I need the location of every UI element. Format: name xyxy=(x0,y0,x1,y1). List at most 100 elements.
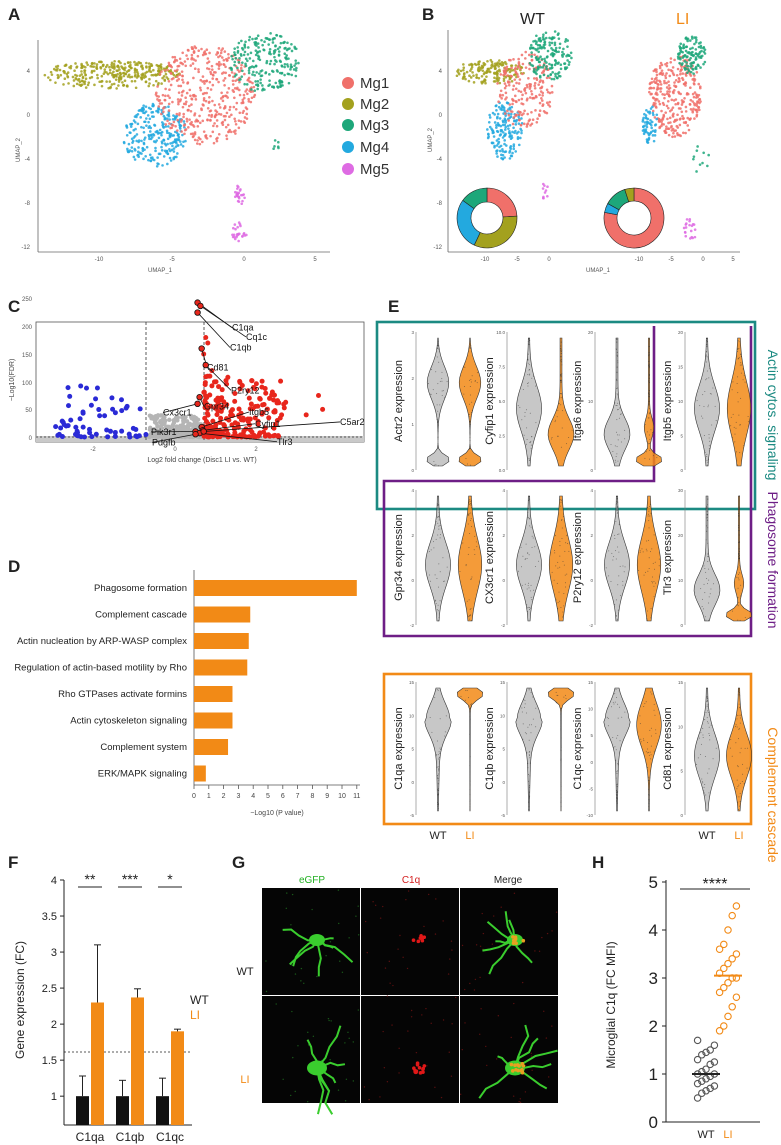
mg1-cell xyxy=(503,86,507,90)
mg1-cell xyxy=(201,140,204,144)
volcano-point-up xyxy=(203,433,209,439)
violin-wt-dot xyxy=(616,507,618,509)
violin-tick: -2 xyxy=(410,623,414,628)
violin-li-dot xyxy=(560,728,562,730)
violin-li-dot xyxy=(731,755,733,757)
violin-tick: 5.0 xyxy=(499,399,506,404)
mg1-cell xyxy=(225,134,228,137)
violin-li xyxy=(636,337,662,467)
violin-li-dot xyxy=(736,779,738,781)
volcano-gene-label: C1qb xyxy=(230,343,252,353)
violin-li-dot xyxy=(651,582,653,584)
mg2-cell xyxy=(126,75,130,78)
violin-li-dot xyxy=(738,357,740,359)
mg4-cell xyxy=(509,112,513,116)
mg2-cell xyxy=(112,62,116,66)
legend-dot-mg3 xyxy=(342,119,354,131)
micro-noise xyxy=(286,892,288,894)
mg1-cell xyxy=(507,58,511,62)
violin-li-dot xyxy=(466,689,468,691)
violin-tick: 0 xyxy=(502,780,505,785)
violin-li-dot xyxy=(737,376,739,378)
volcano-point-down xyxy=(65,385,71,391)
violin-li-dot xyxy=(470,347,472,349)
mg4-cell xyxy=(649,119,652,122)
mg1-cell xyxy=(533,81,537,85)
mg2-cell xyxy=(100,84,104,88)
violin-wt-dot xyxy=(531,535,533,537)
mg2-cell xyxy=(130,75,134,79)
violin-li-dot xyxy=(738,414,740,416)
mg1-cell xyxy=(217,112,221,116)
violin-li-dot xyxy=(735,742,737,744)
violin-li-dot xyxy=(652,562,654,564)
violin-tick: -10 xyxy=(586,813,593,818)
mg1-cell xyxy=(213,103,217,107)
micro-noise xyxy=(495,1058,498,1060)
violin-li-dot xyxy=(653,581,655,583)
mg3-cell xyxy=(233,51,236,54)
violin-li-dot xyxy=(741,780,743,782)
volcano-point-up xyxy=(271,433,277,439)
violin-li-dot xyxy=(650,691,652,693)
volcano-gene-point xyxy=(194,400,201,408)
mg3-cell xyxy=(267,43,270,46)
mg3-cell xyxy=(255,71,258,74)
mg1-cell xyxy=(665,72,668,75)
mg1-cell xyxy=(650,86,653,90)
mg1-cell xyxy=(248,89,251,93)
micrograph-panel: eGFP C1q Merge WT LI xyxy=(236,875,558,1136)
violin-li-dot xyxy=(469,447,471,449)
pathway-label: Rho GTPases activate formins xyxy=(58,689,187,700)
violin-wt-dot xyxy=(616,770,618,772)
mg3-cell xyxy=(287,81,291,85)
violin-wt-dot xyxy=(439,380,441,382)
violin-tick: 10 xyxy=(588,707,594,712)
violin-li-dot xyxy=(738,525,740,527)
violin-li-dot xyxy=(653,703,655,705)
mg1-cell xyxy=(656,87,660,91)
violin-wt-dot xyxy=(521,419,523,421)
mg1-cell xyxy=(186,57,190,61)
mg1-cell xyxy=(508,103,512,106)
mg2-cell xyxy=(469,76,473,79)
micro-noise xyxy=(551,1025,553,1027)
violin-tick: 20 xyxy=(678,330,684,335)
mg3-cell xyxy=(684,45,688,49)
violin-li-dot xyxy=(561,519,563,521)
violin-li-dot xyxy=(560,758,562,760)
mg1-cell xyxy=(667,99,670,103)
violin-wt-dot xyxy=(522,738,524,740)
violin-wt-dot xyxy=(528,609,530,611)
violin-wt-dot xyxy=(531,436,533,438)
micro-noise xyxy=(328,1019,330,1022)
mg4-cell xyxy=(129,122,132,126)
mg4-cell xyxy=(509,147,513,151)
violin-li-dot xyxy=(652,576,654,578)
mg2-cell xyxy=(510,69,513,72)
violin-wt-dot xyxy=(436,609,438,611)
mg1-cell xyxy=(218,54,222,58)
mg3-cell xyxy=(244,62,247,66)
pathway-xtick: 7 xyxy=(296,793,300,800)
violin-wt-dot xyxy=(527,511,529,513)
violin-li-dot xyxy=(560,397,562,399)
violin-wt-dot xyxy=(705,517,707,519)
micro-noise xyxy=(327,1017,330,1020)
mg2-cell xyxy=(496,79,499,83)
mg5-cell xyxy=(688,223,691,227)
mg1-cell xyxy=(167,80,171,83)
mg1-cell xyxy=(160,102,164,105)
violin-wt-dot xyxy=(616,354,618,356)
violin-li-dot xyxy=(561,393,563,395)
mg1-cell xyxy=(185,119,189,123)
micro-noise xyxy=(459,1093,462,1095)
violin-li-dot xyxy=(463,393,465,395)
violin-wt-dot xyxy=(439,600,441,602)
mg3-cell xyxy=(268,50,272,54)
violin-wt-dot xyxy=(706,519,708,521)
violin-wt-dot xyxy=(529,762,531,764)
mg4-cell xyxy=(501,123,505,127)
violin-li-dot xyxy=(732,381,734,383)
